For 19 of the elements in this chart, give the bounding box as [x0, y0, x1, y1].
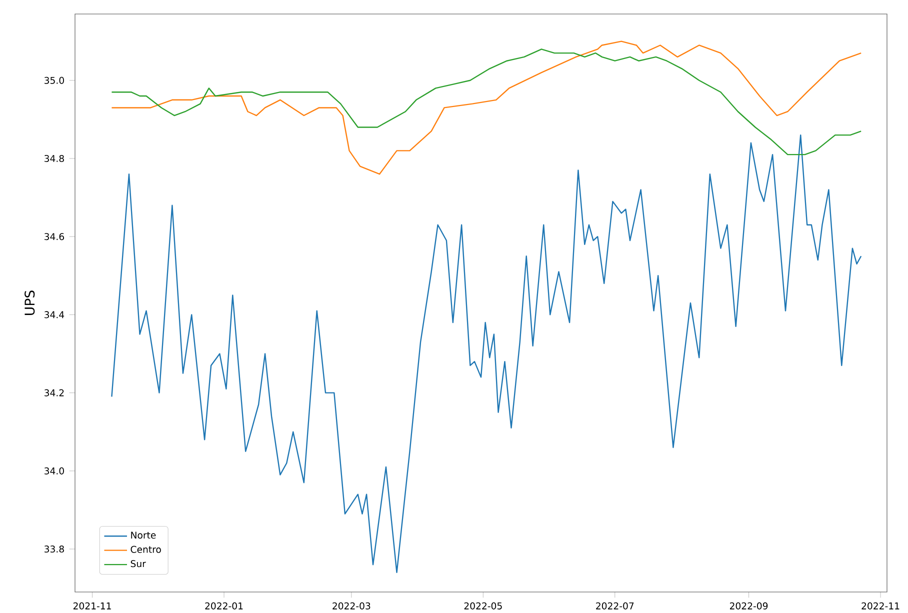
x-tick-label: 2022-11 — [862, 602, 900, 610]
x-tick-label: 2022-09 — [730, 602, 768, 610]
legend-label: Centro — [130, 546, 161, 553]
x-tick-label: 2022-03 — [332, 602, 370, 610]
x-tick-label: 2022-07 — [596, 602, 634, 610]
x-tick-label: 2022-05 — [464, 602, 502, 610]
y-tick-label: 34.4 — [44, 311, 64, 318]
y-tick-label: 35.0 — [44, 76, 64, 84]
legend-label: Sur — [130, 560, 146, 568]
y-tick-label: 34.6 — [44, 233, 64, 240]
y-tick-label: 34.2 — [44, 389, 64, 396]
legend-label: Norte — [131, 532, 156, 539]
x-tick-label: 2021-11 — [73, 602, 111, 610]
line-series — [111, 134, 862, 574]
y-axis-title: UPS — [24, 290, 35, 315]
y-tick-label: 33.8 — [44, 546, 64, 553]
y-tick-label: 34.8 — [44, 154, 64, 162]
x-tick-label: 2022-01 — [205, 602, 243, 610]
y-tick-label: 34.0 — [44, 467, 64, 474]
